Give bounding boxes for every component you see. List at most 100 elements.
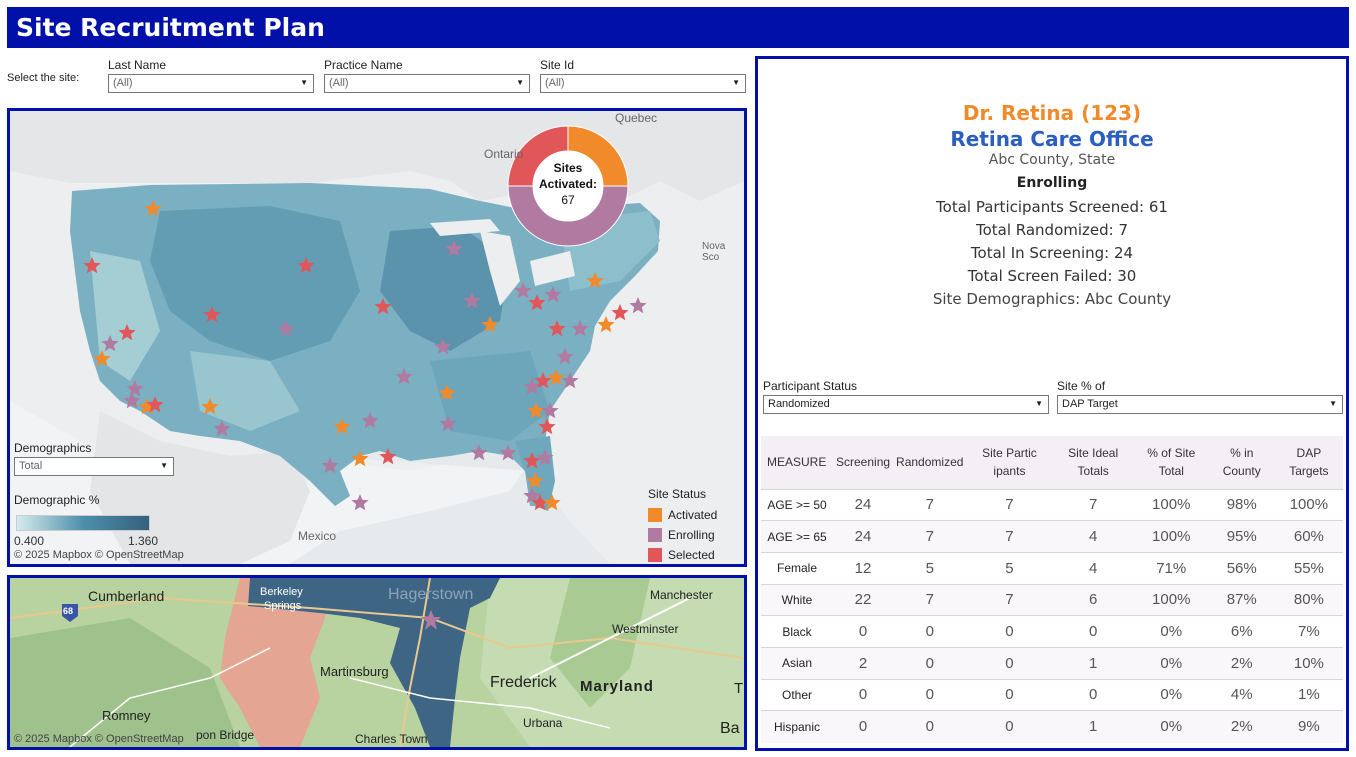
site-marker-star[interactable] <box>438 384 456 401</box>
site-marker-star[interactable] <box>571 320 589 337</box>
donut-label: Sites Activated: 67 <box>528 161 608 207</box>
site-marker-star[interactable] <box>463 292 481 309</box>
site-id-dropdown[interactable]: (All) ▼ <box>540 74 746 93</box>
site-marker-star[interactable] <box>547 369 565 386</box>
local-map-attribution[interactable]: © 2025 Mapbox © OpenStreetMap <box>14 733 184 745</box>
site-marker-star[interactable] <box>548 320 566 337</box>
column-header[interactable]: Screening <box>833 436 894 489</box>
legend-item-enrolling[interactable]: Enrolling <box>648 525 744 545</box>
column-header[interactable]: Randomized <box>893 436 967 489</box>
table-cell: 87% <box>1208 583 1275 616</box>
site-marker-star[interactable] <box>586 272 604 289</box>
site-marker-star[interactable] <box>538 418 556 435</box>
column-header[interactable]: Site Ideal Totals <box>1052 436 1134 489</box>
column-header[interactable]: % in County <box>1208 436 1275 489</box>
column-header[interactable]: % of Site Total <box>1133 436 1209 489</box>
site-marker-star[interactable] <box>374 298 392 315</box>
site-marker-star[interactable] <box>146 396 164 413</box>
site-marker-star[interactable] <box>434 338 452 355</box>
site-marker-star[interactable] <box>528 294 546 311</box>
site-marker-star[interactable] <box>351 450 369 467</box>
site-marker-star[interactable] <box>536 449 554 466</box>
site-marker-star[interactable] <box>514 282 532 299</box>
site-marker-star[interactable] <box>561 372 579 389</box>
site-marker-star[interactable] <box>523 378 541 395</box>
local-map-canvas[interactable] <box>10 578 744 747</box>
table-cell: 7 <box>1052 488 1134 521</box>
legend-item-selected[interactable]: Selected <box>648 545 744 564</box>
demographics-dropdown[interactable]: Total ▼ <box>14 457 174 476</box>
site-marker-star[interactable] <box>481 316 499 333</box>
site-marker-star[interactable] <box>556 348 574 365</box>
site-marker-star[interactable] <box>333 418 351 435</box>
practice-name-dropdown[interactable]: (All) ▼ <box>324 74 530 93</box>
label-manchester: Manchester <box>650 588 713 602</box>
site-marker-star[interactable] <box>531 494 549 511</box>
table-row[interactable]: Female 12 5 5 4 71% 56% 55% <box>761 551 1343 585</box>
road <box>399 578 431 747</box>
site-marker-star[interactable] <box>138 398 156 415</box>
label-westminster: Westminster <box>612 622 679 636</box>
table-cell: 2 <box>833 646 894 680</box>
table-row[interactable]: Black 0 0 0 0 0% 6% 7% <box>761 615 1343 648</box>
site-marker-star[interactable] <box>361 412 379 429</box>
column-header[interactable]: DAP Targets <box>1274 436 1343 489</box>
site-marker-star[interactable] <box>277 320 295 337</box>
last-name-label: Last Name <box>108 58 167 72</box>
site-marker-star[interactable] <box>83 257 101 274</box>
site-marker-star[interactable] <box>526 472 544 489</box>
site-marker-star[interactable] <box>101 335 119 352</box>
site-marker-star[interactable] <box>597 316 615 333</box>
site-marker-star[interactable] <box>379 448 397 465</box>
participant-status-dropdown[interactable]: Randomized ▼ <box>763 395 1049 414</box>
site-marker-star[interactable] <box>523 452 541 469</box>
us-map-canvas[interactable] <box>10 111 744 564</box>
site-marker-star[interactable] <box>523 487 541 504</box>
site-markers[interactable] <box>83 200 647 511</box>
site-marker-star[interactable] <box>201 398 219 415</box>
site-marker-star[interactable] <box>470 444 488 461</box>
table-row[interactable]: Other 0 0 0 0 0% 4% 1% <box>761 678 1343 711</box>
site-marker-star[interactable] <box>499 444 517 461</box>
site-marker-star[interactable] <box>297 257 315 274</box>
site-marker-star[interactable] <box>534 372 552 389</box>
site-marker-star[interactable] <box>611 304 629 321</box>
site-marker-star[interactable] <box>541 402 559 419</box>
site-marker-star[interactable] <box>144 200 162 217</box>
site-marker-star[interactable] <box>527 402 545 419</box>
table-row[interactable]: Asian 2 0 0 1 0% 2% 10% <box>761 646 1343 680</box>
sites-activated-donut[interactable] <box>507 125 629 247</box>
local-site-map[interactable]: 68 Cumberland Berkeley Springs Hagerstow… <box>7 575 747 750</box>
site-marker-star[interactable] <box>543 494 561 511</box>
site-pct-dropdown[interactable]: DAP Target ▼ <box>1057 395 1343 414</box>
site-marker-star[interactable] <box>213 420 231 437</box>
last-name-dropdown[interactable]: (All) ▼ <box>108 74 314 93</box>
site-marker-star[interactable] <box>126 380 144 397</box>
route-label: 68 <box>63 606 74 616</box>
table-row[interactable]: AGE >= 65 24 7 7 4 100% 95% 60% <box>761 520 1343 553</box>
legend-item-activated[interactable]: Activated <box>648 505 744 525</box>
column-header[interactable]: MEASURE <box>761 436 833 489</box>
site-marker-star[interactable] <box>351 494 369 511</box>
column-header[interactable]: Site Partic ipants <box>966 436 1053 489</box>
site-marker-star[interactable] <box>395 368 413 385</box>
site-marker-star[interactable] <box>203 306 221 323</box>
site-marker-star[interactable] <box>629 297 647 314</box>
site-marker-star[interactable] <box>439 415 457 432</box>
site-marker-star[interactable] <box>445 240 463 257</box>
site-marker-star[interactable] <box>93 350 111 367</box>
site-marker-enrolling[interactable] <box>421 610 441 630</box>
table-row[interactable]: Hispanic 0 0 0 1 0% 2% 9% <box>761 710 1343 743</box>
us-site-map[interactable]: Quebec Ontario Nova Sco Mexico Sites Act… <box>7 108 747 567</box>
table-row[interactable]: White 22 7 7 6 100% 87% 80% <box>761 583 1343 616</box>
table-cell: 98% <box>1208 488 1275 521</box>
map-attribution[interactable]: © 2025 Mapbox © OpenStreetMap <box>14 549 184 561</box>
site-marker-star[interactable] <box>544 286 562 303</box>
table-cell: 24 <box>833 520 894 553</box>
select-site-label: Select the site: <box>7 72 80 84</box>
site-status: Enrolling <box>1016 175 1088 191</box>
site-marker-star[interactable] <box>123 392 141 409</box>
site-marker-star[interactable] <box>321 457 339 474</box>
table-row[interactable]: AGE >= 50 24 7 7 7 100% 98% 100% <box>761 488 1343 521</box>
site-marker-star[interactable] <box>118 324 136 341</box>
